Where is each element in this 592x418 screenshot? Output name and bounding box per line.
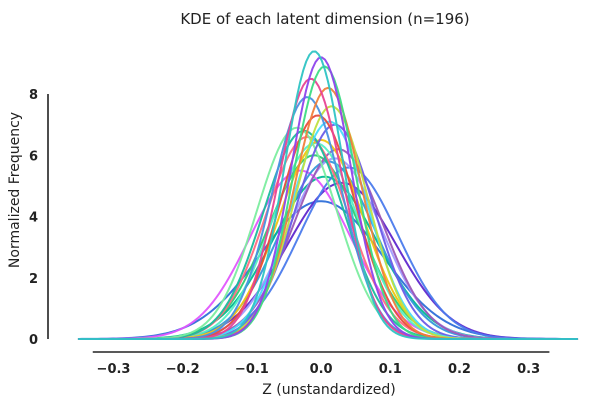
kde-curve <box>77 175 579 340</box>
kde-curve <box>77 181 579 340</box>
kde-curve <box>77 169 579 340</box>
kde-curve <box>77 142 579 340</box>
kde-curve <box>77 77 579 340</box>
kde-curve <box>77 200 579 340</box>
y-tick-label: 8 <box>29 88 38 103</box>
series-group <box>77 50 579 340</box>
kde-curve <box>77 114 579 340</box>
x-tick-label: 0.2 <box>448 362 471 377</box>
kde-curve <box>77 50 579 340</box>
x-tick-label: −0.2 <box>166 362 200 377</box>
kde-curve <box>77 56 579 340</box>
y-axis-label: Normalized Frequency <box>7 112 23 268</box>
y-tick-labels: 0 2 4 6 8 <box>29 88 38 348</box>
x-axis-label: Z (unstandardized) <box>262 382 396 398</box>
x-tick-label: 0.0 <box>310 362 333 377</box>
x-tick-label: 0.1 <box>379 362 402 377</box>
x-tick-label: 0.3 <box>517 362 540 377</box>
chart-title: KDE of each latent dimension (n=196) <box>180 10 469 28</box>
kde-curve <box>77 123 579 340</box>
y-tick-label: 2 <box>29 272 38 287</box>
x-tick-labels: −0.3 −0.2 −0.1 0.0 0.1 0.2 0.3 <box>97 362 541 377</box>
x-tick-label: −0.3 <box>97 362 131 377</box>
kde-curve <box>77 105 579 340</box>
x-tick-label: −0.1 <box>235 362 269 377</box>
kde-curve <box>77 138 579 340</box>
kde-curve <box>77 96 579 340</box>
y-tick-label: 6 <box>29 149 38 164</box>
y-tick-label: 4 <box>29 211 38 226</box>
y-tick-label: 0 <box>29 333 38 348</box>
